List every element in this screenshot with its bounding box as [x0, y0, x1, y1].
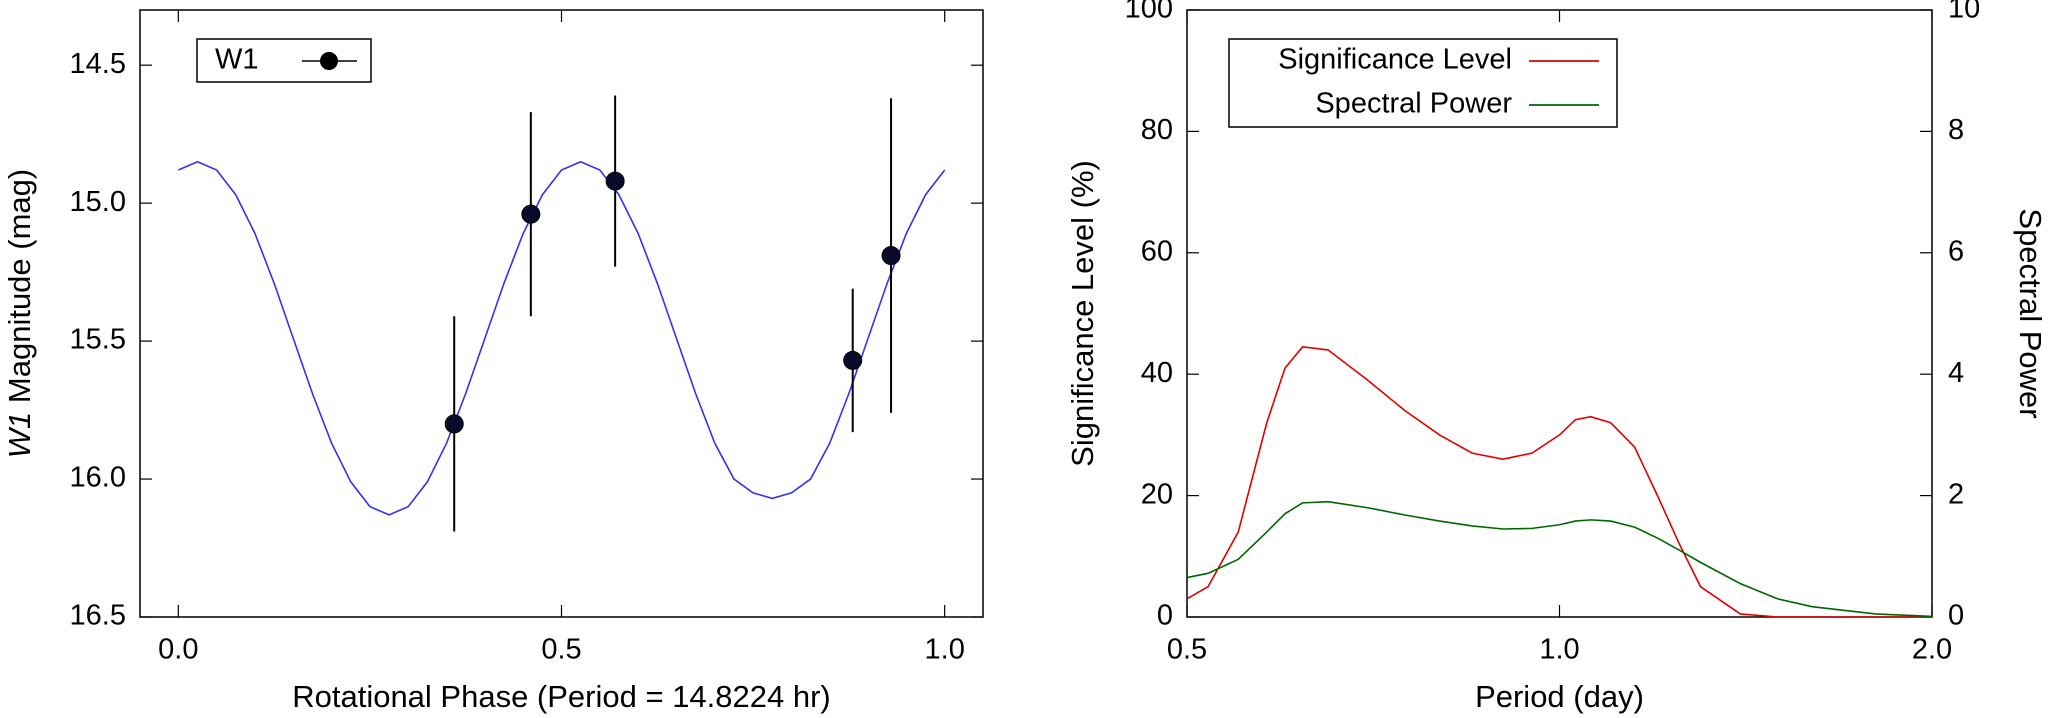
x-tick-label: 1.0 [925, 634, 965, 666]
x-tick-label: 1.0 [1539, 634, 1579, 666]
x-tick-label: 0.0 [158, 634, 198, 666]
x-axis-label: Rotational Phase (Period = 14.8224 hr) [292, 679, 831, 714]
y-tick-label: 15.0 [70, 186, 126, 218]
legend-box [1228, 38, 1618, 128]
y-axis-label-text: Magnitude (mag) [2, 169, 37, 412]
y-tick-label: 14.5 [70, 48, 126, 80]
y-tick-label: 15.5 [70, 324, 126, 356]
y-axis-label: W1 Magnitude (mag) [2, 169, 37, 458]
series-line [1186, 346, 1932, 618]
series-line [1186, 500, 1933, 618]
y-tick-label: 16.5 [70, 600, 126, 632]
x-tick-label: 0.5 [1167, 634, 1207, 666]
y2-tick-label: 4 [1948, 357, 1964, 389]
y-tick-label: 80 [1141, 114, 1173, 146]
y-tick-label: 16.0 [70, 462, 126, 494]
y-tick-label: 0 [1157, 600, 1173, 632]
legend-label: Significance Level [1278, 44, 1512, 76]
data-point [843, 350, 863, 370]
data-point [881, 246, 901, 266]
y2-axis-label: Spectral Power [2013, 208, 2048, 418]
y-tick-label: 40 [1141, 357, 1173, 389]
y2-tick-label: 6 [1948, 235, 1964, 267]
x-tick-label: 0.5 [541, 634, 581, 666]
legend-marker [320, 52, 338, 70]
y2-tick-label: 0 [1948, 600, 1964, 632]
data-point [521, 204, 541, 224]
x-tick-label: 2.0 [1912, 634, 1952, 666]
plot-frame [139, 9, 984, 618]
data-point [444, 414, 464, 434]
legend-label: Spectral Power [1315, 88, 1512, 120]
legend-label: W1 [215, 44, 259, 76]
y-tick-label: 100 [1125, 0, 1173, 25]
y-tick-label: 20 [1141, 478, 1173, 510]
y2-tick-label: 8 [1948, 114, 1964, 146]
y-axis-label-italic: W1 [2, 412, 37, 459]
data-point [605, 171, 625, 191]
y2-tick-label: 10 [1948, 0, 1980, 25]
x-axis-label: Period (day) [1475, 679, 1644, 714]
y-tick-label: 60 [1141, 235, 1173, 267]
y-axis-label-text: Significance Level (%) [1065, 160, 1100, 467]
fit-curve [178, 160, 946, 516]
y2-tick-label: 2 [1948, 478, 1964, 510]
y-axis-label: Significance Level (%) [1065, 160, 1100, 467]
